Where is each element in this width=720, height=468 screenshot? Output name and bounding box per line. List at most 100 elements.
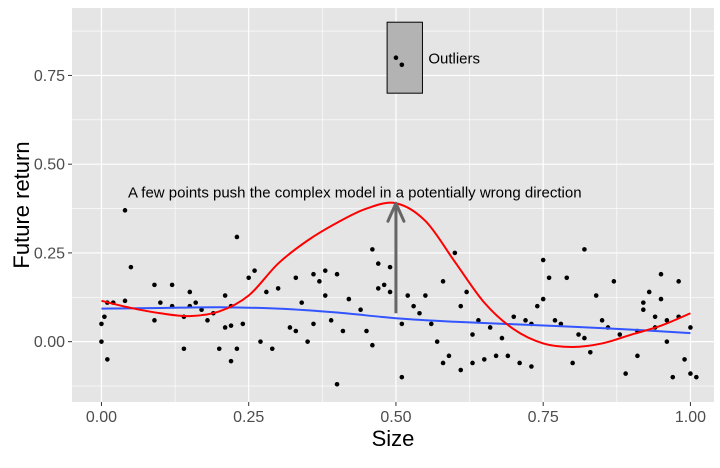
data-point	[434, 339, 440, 344]
data-point	[311, 321, 316, 327]
data-point	[682, 357, 687, 362]
data-point	[570, 360, 575, 366]
data-point	[181, 346, 187, 352]
data-point	[458, 367, 464, 373]
data-point	[299, 300, 305, 305]
data-point	[411, 303, 416, 309]
x-tick-label: 0.00	[86, 409, 117, 426]
data-point	[222, 293, 228, 298]
data-point	[688, 325, 693, 330]
minor-gridlines	[72, 8, 714, 402]
annotation-arrow	[386, 201, 406, 314]
data-point	[593, 293, 599, 298]
data-point	[234, 346, 240, 352]
data-point	[505, 353, 511, 359]
data-point	[169, 282, 175, 288]
data-point	[246, 275, 251, 281]
data-point	[611, 279, 617, 284]
data-point	[540, 296, 546, 302]
data-point	[193, 300, 198, 305]
data-point	[334, 381, 340, 387]
data-point	[340, 328, 346, 334]
linear-fit-line	[101, 306, 691, 335]
y-tick-label: 0.00	[34, 334, 65, 351]
data-point	[446, 353, 452, 359]
arrow-head	[386, 201, 406, 223]
data-point	[234, 234, 240, 240]
data-point	[405, 293, 411, 298]
data-point	[452, 250, 458, 256]
data-point	[511, 314, 517, 320]
data-point	[476, 318, 481, 323]
x-tick-label: 0.25	[233, 409, 264, 426]
y-tick-label: 0.50	[34, 157, 65, 174]
data-point	[358, 307, 363, 313]
data-point	[317, 279, 322, 284]
data-point	[205, 318, 210, 323]
data-point	[635, 353, 640, 359]
data-point	[240, 321, 246, 327]
y-axis-title: Future return	[9, 141, 34, 268]
data-point	[399, 374, 405, 380]
data-point	[375, 261, 381, 266]
data-point	[370, 342, 375, 348]
data-point	[529, 364, 534, 369]
data-point	[664, 318, 670, 323]
data-point	[658, 296, 664, 302]
data-point	[387, 289, 393, 295]
data-point	[381, 282, 387, 288]
major-gridlines	[72, 8, 714, 402]
data-point	[676, 279, 681, 284]
data-point	[623, 371, 628, 376]
data-point	[105, 357, 110, 362]
data-point	[305, 339, 310, 344]
data-point	[658, 271, 664, 277]
data-point	[523, 318, 528, 323]
data-point	[552, 318, 558, 323]
data-point	[599, 318, 605, 323]
data-point	[564, 275, 570, 281]
data-point	[152, 282, 157, 288]
data-point	[293, 275, 299, 281]
data-point	[487, 325, 493, 330]
data-point	[458, 303, 464, 309]
data-point	[122, 208, 128, 213]
y-tick-label: 0.25	[34, 245, 65, 262]
x-tick-label: 1.00	[675, 409, 706, 426]
data-point	[364, 328, 369, 334]
data-point	[199, 307, 204, 313]
data-point	[375, 286, 381, 291]
data-point	[102, 314, 107, 320]
data-point	[423, 293, 428, 298]
data-point	[558, 321, 564, 327]
data-point	[670, 374, 676, 380]
data-point	[158, 300, 163, 305]
data-point	[216, 346, 222, 352]
x-axis-title: Size	[372, 426, 415, 451]
data-point	[370, 247, 375, 252]
data-point	[328, 318, 334, 323]
data-point	[152, 318, 157, 323]
data-point	[641, 307, 646, 313]
data-point	[440, 360, 446, 366]
data-point	[228, 358, 234, 364]
data-point	[617, 332, 623, 337]
data-point	[694, 374, 699, 380]
data-point	[293, 328, 299, 334]
data-point	[688, 371, 693, 376]
x-tick-label: 0.50	[380, 409, 411, 426]
data-point	[322, 268, 328, 273]
data-point	[399, 62, 405, 68]
data-point	[464, 289, 469, 295]
data-point	[652, 314, 658, 320]
x-axis-ticks: 0.00 0.25 0.50 0.75 1.00	[86, 402, 706, 426]
data-point	[582, 335, 587, 341]
y-axis-ticks: 0.00 0.25 0.50 0.75	[34, 68, 72, 351]
data-point	[582, 247, 587, 252]
data-point	[311, 271, 316, 277]
data-point	[393, 55, 399, 60]
x-tick-label: 0.75	[528, 409, 559, 426]
data-point	[275, 286, 281, 291]
data-point	[228, 323, 234, 328]
